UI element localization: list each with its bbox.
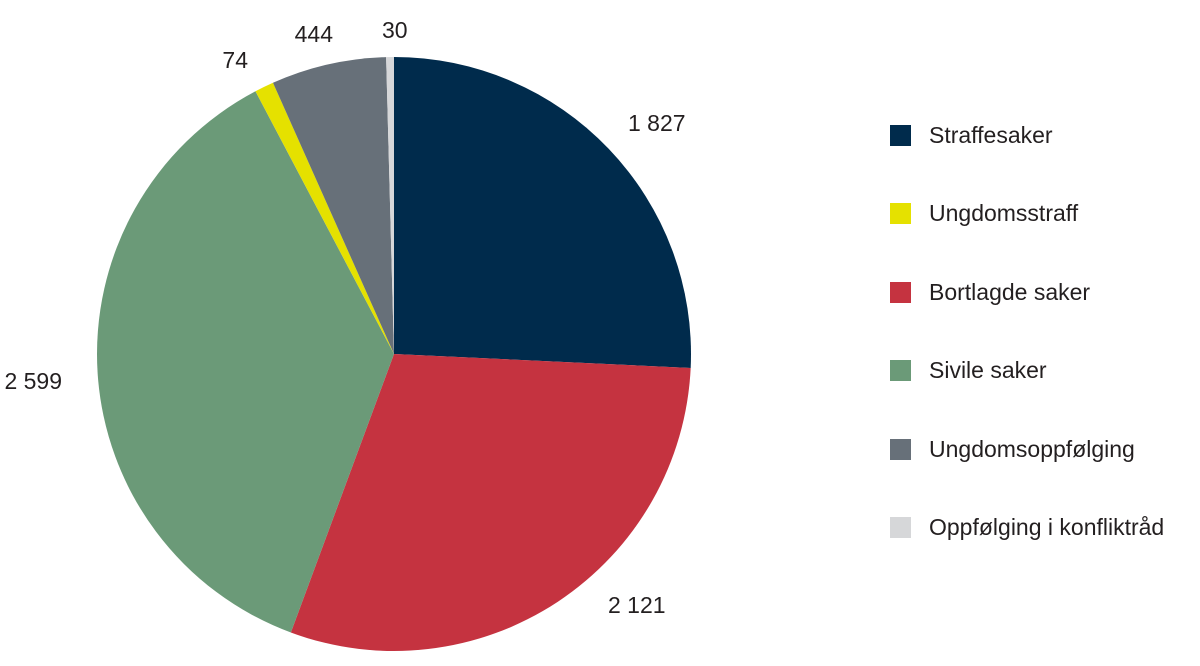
legend-swatch [890,517,911,538]
pie-slices [97,56,692,651]
pie-slice-ungdomsoppfolging [272,57,394,354]
legend-item-ungdomsstraff: Ungdomsstraff [890,197,1164,231]
value-label-sivile-saker: 2 599 [4,368,62,394]
pie-value-labels: 1 827 2 121 2 599 74 444 30 [4,17,685,618]
legend-swatch [890,124,911,146]
legend-item-ungdomsoppfolging: Ungdomsoppfølging [890,432,1164,466]
legend-swatch [890,438,911,460]
legend-label: Ungdomsstraff [929,200,1079,226]
legend-label: Ungdomsoppfølging [929,435,1135,462]
pie-slice-bortlagde-saker [290,354,691,651]
legend-item-oppfolging-i-konfliktrad: Oppfølging i konfliktråd [890,511,1164,545]
legend-swatch [890,281,911,303]
value-label-bortlagde-saker: 2 121 [608,592,666,618]
pie-slice-straffesaker [394,57,692,368]
pie-slice-sivile-saker [97,91,394,633]
legend-label: Bortlagde saker [929,278,1091,305]
legend-label: Straffesaker [929,121,1053,148]
legend-item-sivile-saker: Sivile saker [890,354,1164,388]
pie-slice-oppfolging-i-konfliktrad [386,56,394,355]
value-label-oppfolging-i-konfliktrad: 30 [382,17,408,43]
legend-item-bortlagde-saker: Bortlagde saker [890,275,1164,309]
value-label-straffesaker: 1 827 [628,110,686,136]
legend-label: Oppfølging i konfliktråd [929,514,1165,540]
legend-label: Sivile saker [929,357,1047,383]
legend-swatch [890,203,911,224]
legend-swatch [890,360,911,381]
pie-slice-ungdomsstraff [255,82,394,354]
value-label-ungdomsoppfolging: 444 [295,21,334,47]
value-label-ungdomsstraff: 74 [222,47,248,73]
legend-item-straffesaker: Straffesaker [890,118,1164,152]
chart-legend: Straffesaker Ungdomsstraff Bortlagde saker… [890,118,1164,589]
